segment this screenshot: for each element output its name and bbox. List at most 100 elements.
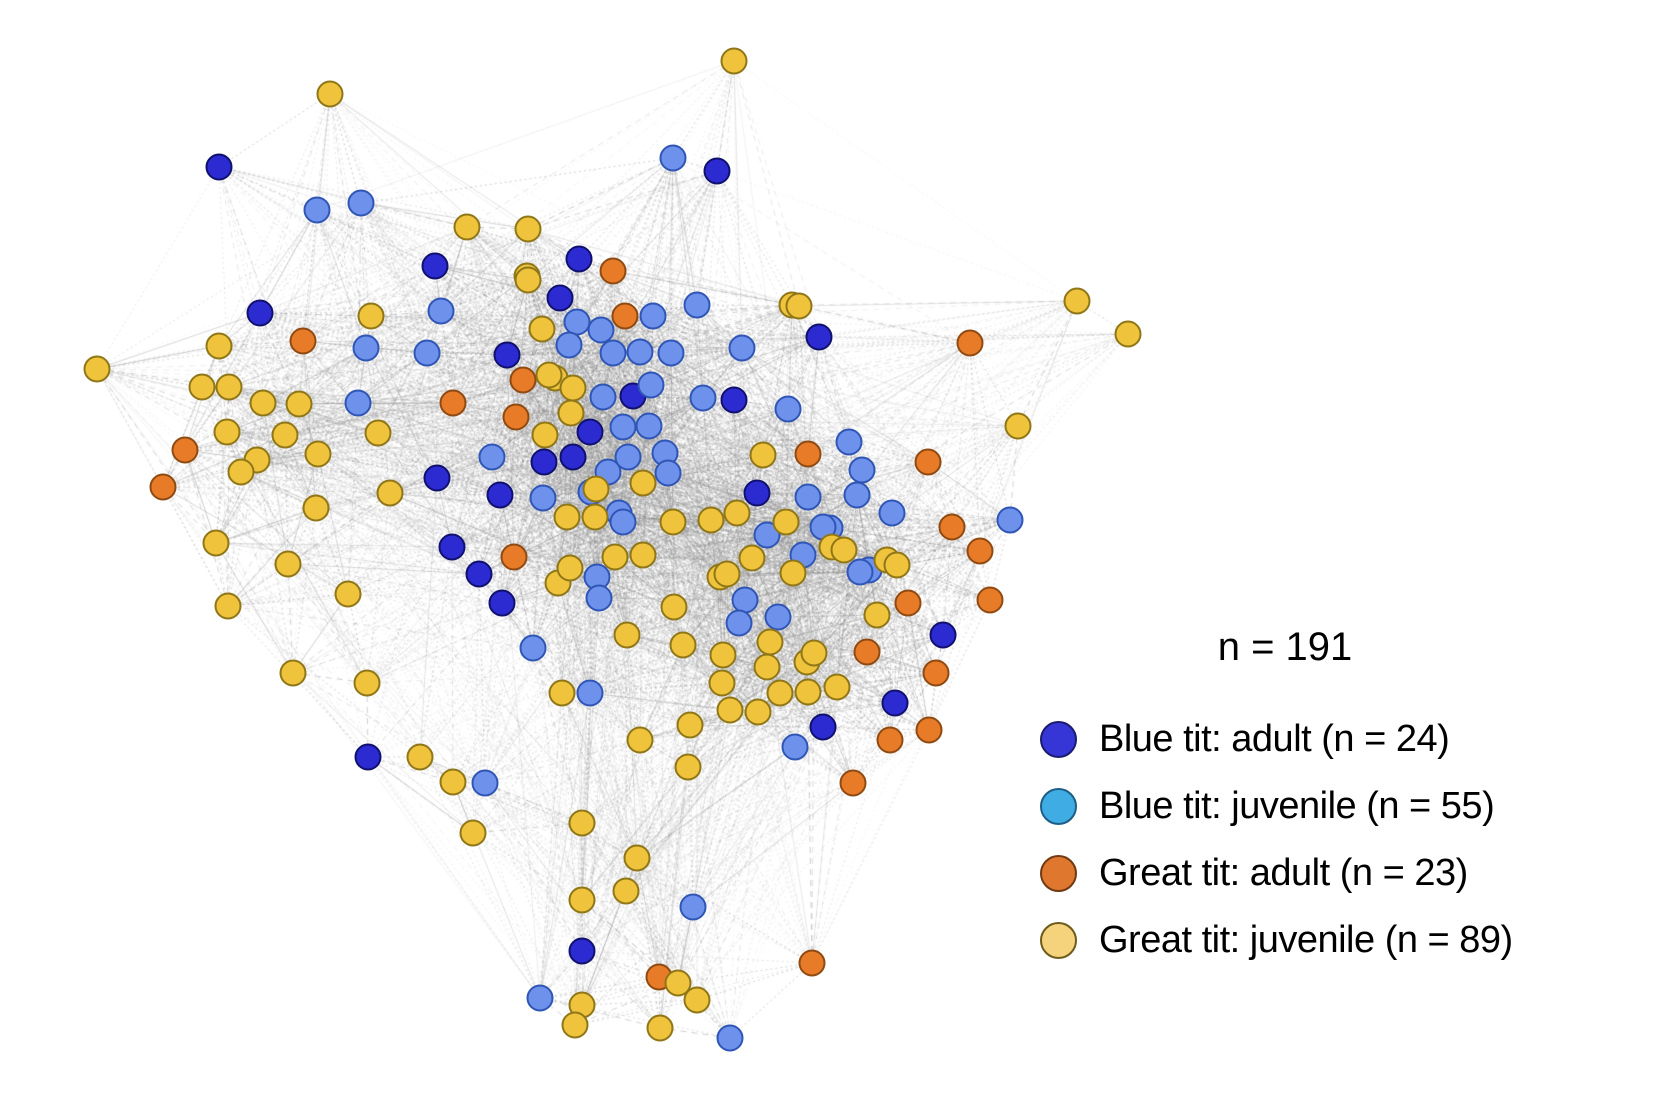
legend-label: Blue tit: adult (n = 24): [1099, 718, 1450, 760]
network-node-blue_tit_adult: [246, 299, 274, 327]
legend-label: Blue tit: juvenile (n = 55): [1099, 785, 1495, 827]
network-node-blue_tit_juvenile: [996, 506, 1024, 534]
legend-label: Great tit: juvenile (n = 89): [1099, 919, 1513, 961]
network-node-great_tit_juvenile: [561, 1011, 589, 1039]
network-node-great_tit_juvenile: [749, 441, 777, 469]
network-node-great_tit_juvenile: [646, 1014, 674, 1042]
network-node-blue_tit_juvenile: [878, 499, 906, 527]
network-node-blue_tit_juvenile: [639, 302, 667, 330]
network-node-great_tit_adult: [500, 543, 528, 571]
network-node-great_tit_adult: [289, 327, 317, 355]
network-node-great_tit_juvenile: [279, 659, 307, 687]
legend-title: n = 191: [1217, 625, 1353, 669]
network-node-great_tit_juvenile: [249, 389, 277, 417]
network-node-great_tit_juvenile: [800, 639, 828, 667]
network-node-great_tit_adult: [966, 537, 994, 565]
network-node-great_tit_juvenile: [304, 440, 332, 468]
network-node-blue_tit_juvenile: [427, 297, 455, 325]
network-node-great_tit_juvenile: [674, 753, 702, 781]
network-node-great_tit_juvenile: [785, 292, 813, 320]
network-node-great_tit_juvenile: [756, 628, 784, 656]
network-node-great_tit_juvenile: [557, 399, 585, 427]
network-node-great_tit_juvenile: [548, 679, 576, 707]
network-node-great_tit_adult: [798, 949, 826, 977]
network-node-blue_tit_juvenile: [774, 395, 802, 423]
network-node-blue_tit_juvenile: [609, 413, 637, 441]
network-node-great_tit_juvenile: [376, 479, 404, 507]
network-node-blue_tit_juvenile: [689, 384, 717, 412]
network-node-great_tit_adult: [794, 440, 822, 468]
network-node-great_tit_adult: [611, 302, 639, 330]
network-node-blue_tit_adult: [438, 533, 466, 561]
network-node-blue_tit_juvenile: [659, 144, 687, 172]
network-node-great_tit_adult: [922, 659, 950, 687]
network-node-blue_tit_juvenile: [626, 338, 654, 366]
network-node-great_tit_juvenile: [353, 669, 381, 697]
network-node-great_tit_adult: [171, 436, 199, 464]
network-node-great_tit_juvenile: [357, 302, 385, 330]
network-node-great_tit_juvenile: [626, 726, 654, 754]
network-node-great_tit_juvenile: [514, 215, 542, 243]
network-node-great_tit_juvenile: [459, 819, 487, 847]
network-node-blue_tit_adult: [565, 245, 593, 273]
network-node-great_tit_juvenile: [612, 877, 640, 905]
network-node-blue_tit_adult: [809, 713, 837, 741]
network-node-great_tit_juvenile: [629, 541, 657, 569]
network-node-great_tit_juvenile: [613, 621, 641, 649]
network-node-blue_tit_juvenile: [529, 484, 557, 512]
network-node-great_tit_adult: [509, 366, 537, 394]
network-node-great_tit_juvenile: [559, 374, 587, 402]
network-node-great_tit_juvenile: [708, 669, 736, 697]
network-node-great_tit_juvenile: [556, 554, 584, 582]
network-node-blue_tit_juvenile: [347, 189, 375, 217]
network-node-blue_tit_juvenile: [731, 586, 759, 614]
network-node-great_tit_juvenile: [883, 551, 911, 579]
network-node-great_tit_juvenile: [581, 503, 609, 531]
network-node-great_tit_juvenile: [227, 458, 255, 486]
network-node-great_tit_juvenile: [716, 696, 744, 724]
network-node-blue_tit_juvenile: [519, 634, 547, 662]
network-node-blue_tit_adult: [881, 689, 909, 717]
network-node-great_tit_juvenile: [213, 418, 241, 446]
network-node-great_tit_adult: [876, 726, 904, 754]
legend-row-blue-tit-juvenile: Blue tit: juvenile (n = 55): [1040, 773, 1513, 840]
network-node-blue_tit_juvenile: [599, 339, 627, 367]
network-node-great_tit_juvenile: [794, 678, 822, 706]
network-node-blue_tit_adult: [703, 157, 731, 185]
network-node-great_tit_juvenile: [623, 844, 651, 872]
network-node-great_tit_juvenile: [664, 969, 692, 997]
network-node-blue_tit_juvenile: [585, 584, 613, 612]
network-node-great_tit_juvenile: [779, 559, 807, 587]
network-node-blue_tit_juvenile: [471, 769, 499, 797]
network-node-great_tit_juvenile: [669, 631, 697, 659]
network-node-blue_tit_juvenile: [478, 443, 506, 471]
network-node-blue_tit_adult: [465, 560, 493, 588]
network-node-blue_tit_adult: [576, 418, 604, 446]
network-node-great_tit_juvenile: [720, 47, 748, 75]
great-tit-adult-swatch-icon: [1040, 855, 1077, 892]
network-node-great_tit_juvenile: [744, 698, 772, 726]
network-node-great_tit_juvenile: [453, 213, 481, 241]
network-node-great_tit_juvenile: [285, 390, 313, 418]
network-node-great_tit_adult: [956, 329, 984, 357]
network-node-blue_tit_juvenile: [725, 609, 753, 637]
network-node-great_tit_adult: [976, 586, 1004, 614]
network-node-great_tit_juvenile: [753, 653, 781, 681]
network-node-blue_tit_adult: [530, 448, 558, 476]
network-node-blue_tit_juvenile: [683, 291, 711, 319]
network-node-great_tit_juvenile: [766, 679, 794, 707]
network-node-great_tit_juvenile: [531, 421, 559, 449]
network-node-great_tit_juvenile: [660, 593, 688, 621]
network-node-blue_tit_juvenile: [794, 483, 822, 511]
network-node-great_tit_juvenile: [863, 601, 891, 629]
network-node-blue_tit_juvenile: [835, 428, 863, 456]
network-node-great_tit_juvenile: [215, 373, 243, 401]
network-node-blue_tit_adult: [568, 937, 596, 965]
legend-row-great-tit-juvenile: Great tit: juvenile (n = 89): [1040, 907, 1513, 974]
network-node-great_tit_juvenile: [302, 494, 330, 522]
network-node-blue_tit_juvenile: [352, 334, 380, 362]
network-node-great_tit_juvenile: [1063, 287, 1091, 315]
network-node-blue_tit_juvenile: [654, 459, 682, 487]
